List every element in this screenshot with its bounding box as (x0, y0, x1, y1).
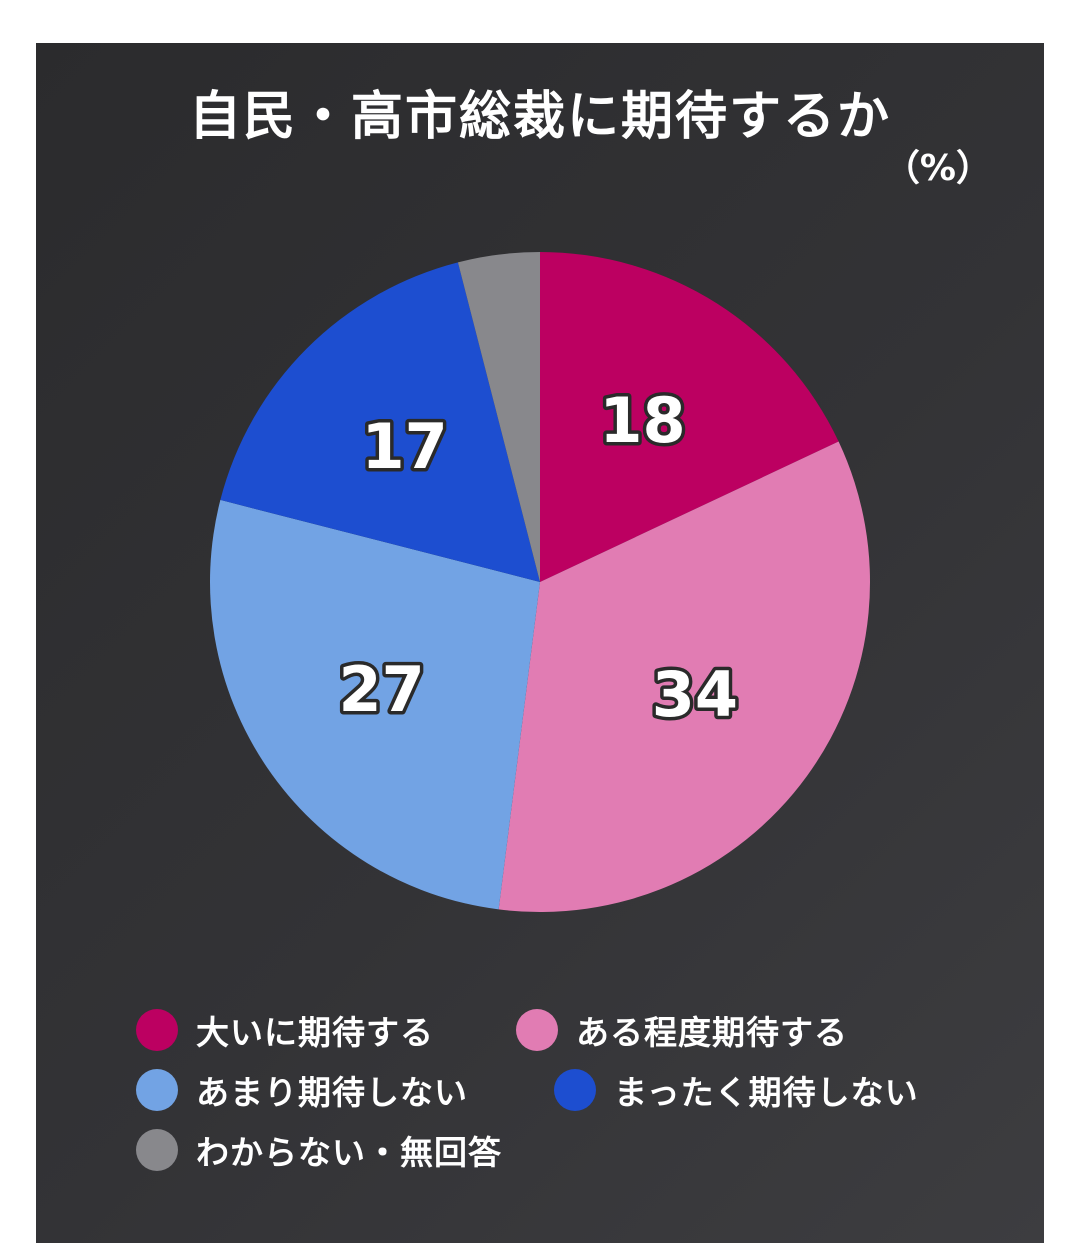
pie-chart: 18 34 27 17 (210, 252, 871, 912)
legend-label: まったく期待しない (614, 1073, 919, 1112)
legend-item-4: まったく期待しない (554, 1065, 919, 1115)
slice-value-label-1: 18 (599, 384, 685, 457)
unit-label: （%） (883, 148, 992, 189)
slice-value-label-2: 34 (652, 658, 738, 731)
legend-label: ある程度期待する (576, 1013, 848, 1052)
legend-item-2: ある程度期待する (516, 1005, 848, 1055)
legend-item-3: あまり期待しない (136, 1065, 468, 1115)
slice-value-label-4: 17 (362, 410, 448, 483)
legend-label: わからない・無回答 (196, 1133, 502, 1172)
legend-swatch (136, 1069, 178, 1111)
pie-slice-3 (210, 499, 540, 910)
legend-item-5: わからない・無回答 (136, 1125, 502, 1175)
legend-swatch (554, 1069, 596, 1111)
pie-slice-4 (220, 262, 540, 582)
pie-slice-1 (540, 252, 839, 582)
pie-slice-5 (457, 252, 540, 582)
pie-slice-2 (498, 441, 871, 912)
legend-item-1: 大いに期待する (136, 1005, 434, 1055)
legend-swatch (136, 1129, 178, 1171)
legend-swatch (516, 1009, 558, 1051)
legend-swatch (136, 1009, 178, 1051)
slice-value-label-3: 27 (339, 653, 425, 726)
chart-panel: 自民・高市総裁に期待するか （%） 18 34 27 17 大いに期待する ある程度期待… (36, 43, 1044, 1243)
legend-label: 大いに期待する (196, 1013, 434, 1052)
chart-title: 自民・高市総裁に期待するか (188, 87, 891, 147)
legend-label: あまり期待しない (196, 1073, 468, 1112)
